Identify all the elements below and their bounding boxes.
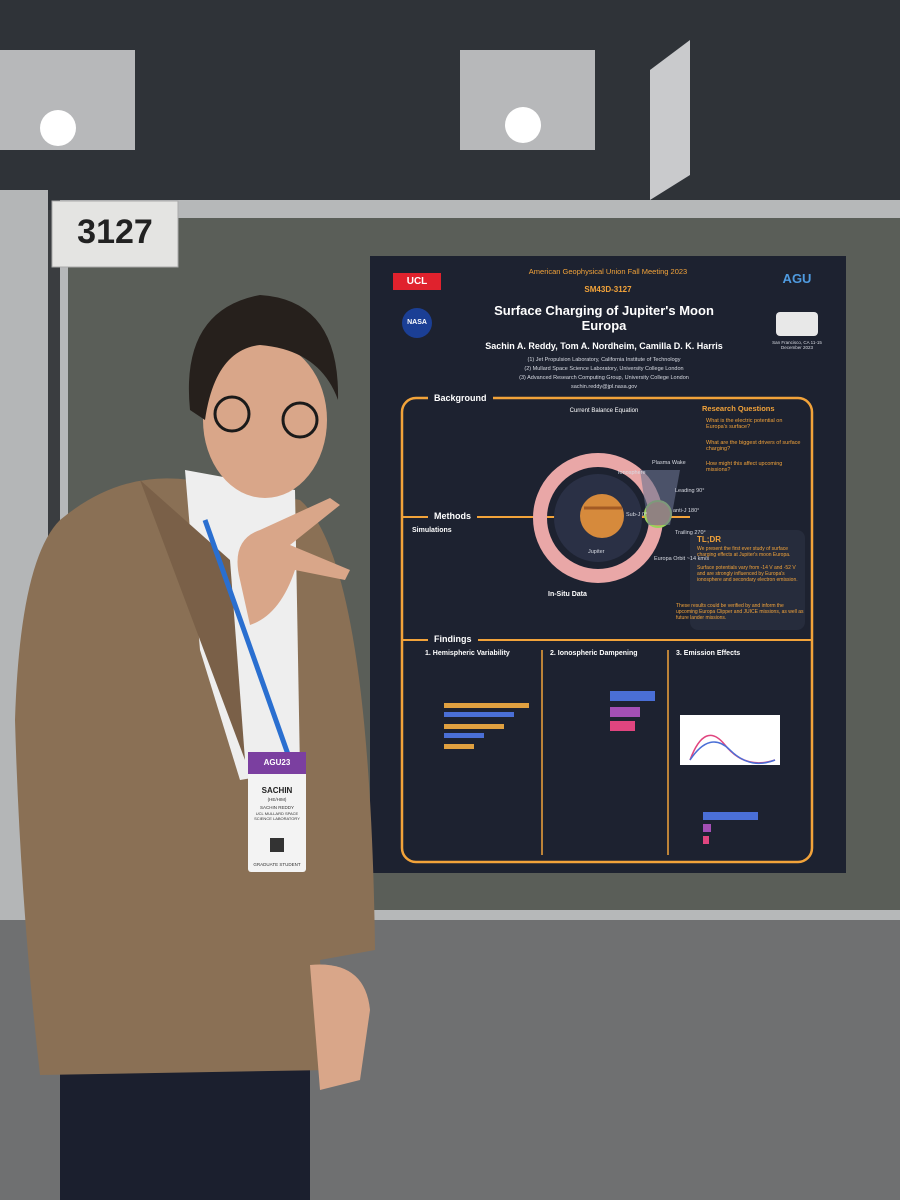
nasa-logo bbox=[402, 308, 432, 338]
qr-code bbox=[270, 838, 284, 852]
thumb-bar bbox=[703, 824, 711, 832]
section-heading: Findings bbox=[428, 634, 478, 645]
subsection-heading: 1. Hemispheric Variability bbox=[425, 650, 510, 657]
logo: UCL bbox=[406, 276, 428, 287]
ceiling bbox=[0, 0, 900, 210]
ucl-logo-box bbox=[393, 273, 441, 290]
thumb-bar bbox=[610, 707, 640, 717]
location: San Francisco, CA 11-15 December 2023 bbox=[772, 340, 822, 351]
hand bbox=[310, 964, 370, 1090]
conference: American Geophysical Union Fall Meeting … bbox=[528, 267, 688, 276]
hand-gesture bbox=[237, 498, 350, 625]
thumb-bar bbox=[444, 712, 514, 717]
badge-organization: UCL MULLARD SPACE SCIENCE LABORATORY bbox=[254, 811, 300, 821]
booth-number: 3127 bbox=[77, 213, 153, 251]
diagram-label: Plasma Wake bbox=[652, 460, 686, 466]
thumb-bar bbox=[444, 724, 504, 729]
glasses bbox=[213, 395, 251, 433]
glasses bbox=[281, 401, 319, 439]
tldr-title: TL;DR bbox=[697, 535, 721, 544]
booth-sign bbox=[51, 200, 179, 268]
equation-title: Current Balance Equation bbox=[569, 408, 639, 414]
subsection-heading: Simulations bbox=[412, 527, 452, 534]
tldr-item: Surface potentials vary from -14 V and -… bbox=[697, 565, 798, 583]
authors: Sachin A. Reddy, Tom A. Nordheim, Camill… bbox=[485, 341, 723, 351]
diagram-label: Trailing 270° bbox=[675, 530, 706, 536]
badge-role: GRADUATE STUDENT bbox=[253, 862, 301, 867]
subsection-heading: 3. Emission Effects bbox=[676, 650, 741, 657]
affiliation: (1) Jet Propulsion Laboratory, Californi… bbox=[527, 357, 681, 363]
session-id: SM43D-3127 bbox=[584, 285, 632, 294]
hair bbox=[188, 295, 339, 420]
thumb-bar bbox=[444, 703, 529, 708]
badge-header bbox=[248, 752, 306, 774]
tldr-box bbox=[690, 530, 805, 630]
badge-name: SACHIN bbox=[261, 786, 293, 795]
poster-title: Surface Charging of Jupiter's Moon Europ… bbox=[494, 303, 714, 333]
research-question: What is the electric potential on Europa… bbox=[706, 418, 783, 431]
logo: AGU bbox=[782, 271, 812, 286]
diagram-label: Sub-J 0° bbox=[626, 512, 648, 518]
thumb-bar bbox=[703, 836, 709, 844]
affiliation: (2) Mullard Space Science Laboratory, Un… bbox=[524, 366, 684, 372]
research-question: What are the biggest drivers of surface … bbox=[706, 440, 801, 453]
plasma-wake bbox=[640, 470, 680, 525]
lapel bbox=[140, 480, 245, 760]
thumb-bar bbox=[444, 744, 474, 749]
research-questions-title: Research Questions bbox=[702, 404, 775, 413]
ceiling-light bbox=[505, 107, 541, 143]
person bbox=[15, 295, 375, 1200]
ceiling-light bbox=[40, 110, 76, 146]
tldr-item: These results could be verified by and i… bbox=[676, 603, 804, 621]
section-heading: Background bbox=[428, 393, 493, 404]
logo: NASA bbox=[407, 319, 427, 326]
lanyard bbox=[202, 519, 293, 761]
thumb-curve bbox=[689, 741, 776, 765]
badge-full-name: SACHIN REDDY bbox=[259, 805, 295, 810]
diagram-label: Ionosphere bbox=[618, 470, 646, 476]
thumb-plot bbox=[680, 715, 780, 765]
hanging-sign bbox=[650, 40, 690, 200]
affiliation: (3) Advanced Research Computing Group, U… bbox=[519, 375, 689, 381]
frame-line bbox=[400, 396, 814, 864]
face bbox=[203, 342, 327, 498]
thumb-bar bbox=[703, 812, 758, 820]
us-map bbox=[776, 312, 818, 336]
thumb-bar bbox=[610, 691, 655, 701]
section-heading: Methods bbox=[428, 511, 477, 522]
thumb-bar bbox=[444, 733, 484, 738]
name-badge bbox=[248, 752, 306, 872]
research-question: How might this affect upcoming missions? bbox=[706, 461, 783, 474]
subsection-heading: In-Situ Data bbox=[548, 591, 587, 598]
email: sachin.reddy@jpl.nasa.gov bbox=[570, 384, 638, 390]
diagram-label: Europa Orbit ~14 km/s bbox=[654, 556, 710, 562]
subsection-heading: 2. Ionospheric Dampening bbox=[550, 650, 638, 657]
diagram-label: Jupiter bbox=[588, 549, 605, 555]
chart-thumbnail bbox=[444, 691, 780, 844]
thumb-bar bbox=[610, 721, 635, 731]
diagram-label: Leading 90° bbox=[675, 488, 705, 494]
diagram-label: anti-J 180° bbox=[673, 508, 700, 514]
tldr-item: We present the first ever study of surfa… bbox=[697, 546, 791, 558]
badge-event: AGU23 bbox=[263, 758, 291, 767]
jupiter bbox=[580, 494, 624, 538]
badge-pronoun: (HE/HIM) bbox=[267, 797, 287, 802]
